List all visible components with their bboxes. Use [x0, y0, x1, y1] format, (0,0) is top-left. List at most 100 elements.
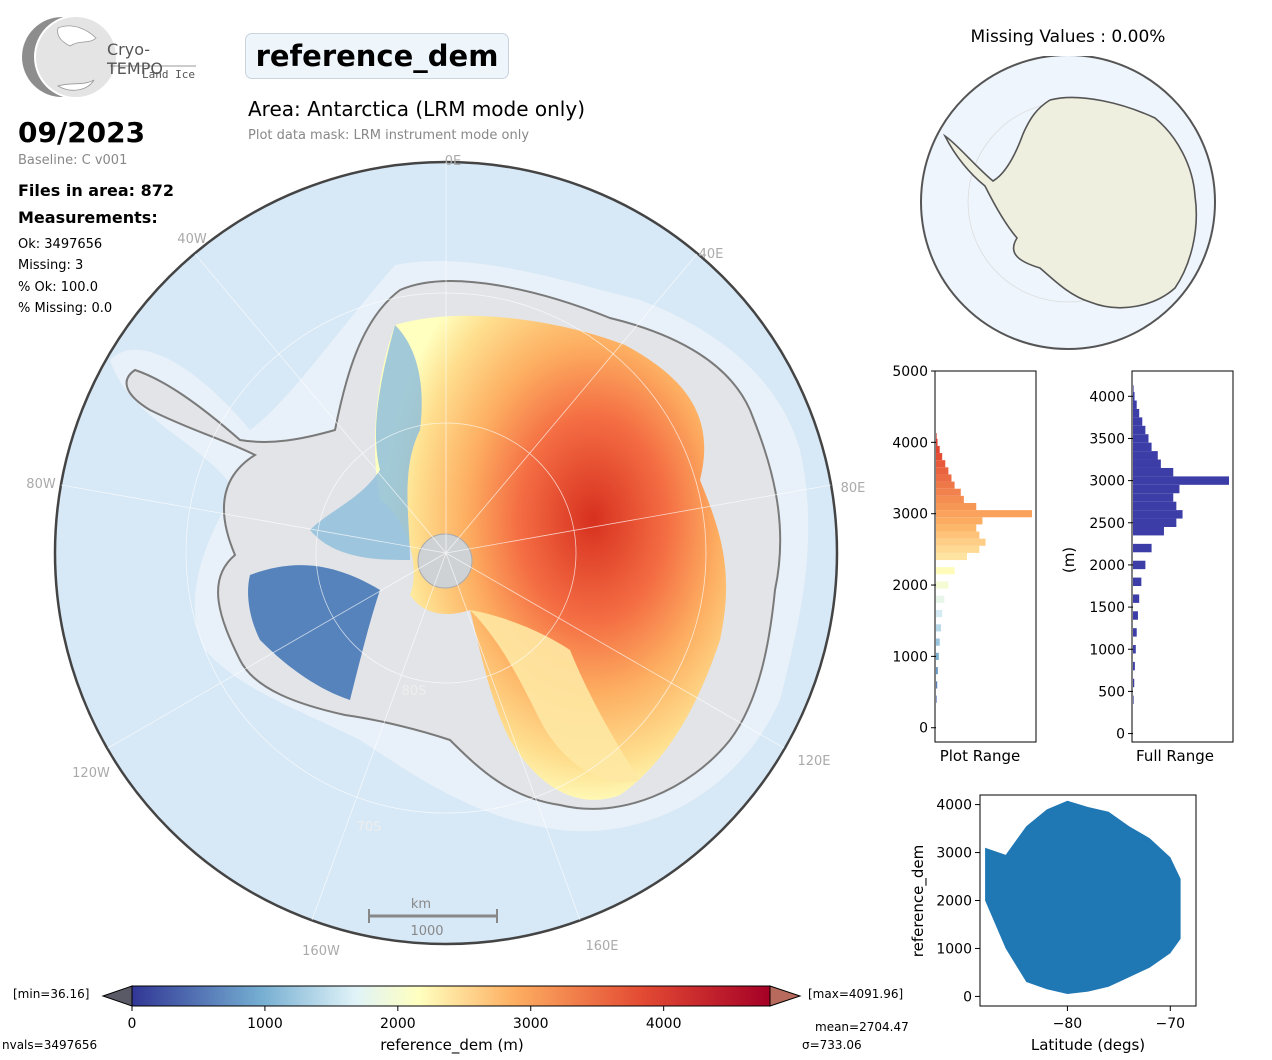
pct-ok: % Ok: 100.0	[18, 280, 98, 295]
colorbar-max-label: [max=4091.96]	[808, 987, 904, 1001]
histogram-bar	[1133, 543, 1152, 553]
main-map: 0E 40E 80E 120E 160E 160W 120W 80W 40W 8…	[26, 154, 866, 959]
scale-unit: km	[411, 897, 431, 912]
histogram-bar	[936, 610, 943, 618]
histogram-bar	[1133, 678, 1135, 688]
histogram-bar	[936, 474, 952, 482]
histogram-bar	[1133, 501, 1177, 511]
scatter-point-cloud	[985, 800, 1181, 994]
histogram-bar	[936, 581, 949, 589]
histogram-bar	[936, 681, 938, 689]
y-tick-label: 4000	[892, 435, 928, 451]
histogram-bar	[1133, 442, 1152, 452]
histogram-bar	[1133, 467, 1174, 477]
histogram-bar	[936, 481, 955, 489]
histogram-bar	[1133, 392, 1135, 401]
histogram-bar	[936, 695, 937, 703]
y-tick-label: 2000	[936, 894, 972, 910]
histogram-bar	[936, 595, 945, 603]
colorbar: 0 1000 2000 3000 4000 reference_dem (m)	[101, 985, 802, 1055]
parallel-label-70s: 70S	[357, 820, 382, 835]
files-count: Files in area: 872	[18, 181, 174, 200]
area-title: Area: Antarctica (LRM mode only)	[248, 97, 586, 121]
y-tick-label: 3500	[1089, 431, 1125, 447]
dem-coverage-coast	[310, 325, 422, 560]
histogram-bar	[1133, 476, 1229, 485]
histogram-bar	[936, 510, 1032, 518]
histogram-full-range: 0 500 1000 1500 2000 2500 3000 3500 4000 (m) Ful…	[1060, 370, 1234, 765]
histogram-bar	[1133, 408, 1140, 418]
inset-title: Missing Values : 0.00%	[970, 27, 1166, 47]
dem-coverage-core	[375, 315, 727, 800]
histogram-bar	[1133, 577, 1142, 587]
mean-stat: mean=2704.47	[815, 1020, 909, 1034]
dem-coverage-south	[470, 610, 640, 782]
histogram-plot-range: 0 1000 2000 3000 4000 5000 Plot Range	[892, 364, 1037, 765]
histogram-bar	[1133, 434, 1149, 443]
x-tick-label: −80	[1053, 1016, 1083, 1032]
colorbar-tick-label: 0	[128, 1016, 137, 1032]
dem-coverage-west	[248, 565, 380, 700]
logo: Cryo-TEMPO Land Ice	[18, 15, 200, 99]
y-tick-label: 2500	[1089, 516, 1125, 532]
meridian-label-120w: 120W	[72, 766, 110, 781]
histogram-bar	[936, 488, 961, 496]
scale-value: 1000	[410, 924, 443, 939]
colorbar-tick-label: 2000	[380, 1016, 416, 1032]
colorbar-tick-label: 4000	[646, 1016, 682, 1032]
measurements-heading: Measurements:	[18, 208, 158, 227]
y-tick-label: 500	[1098, 684, 1125, 700]
histogram-bar	[1133, 425, 1146, 435]
y-tick-label: 1000	[1089, 642, 1125, 658]
colorbar-extend-high	[769, 985, 802, 1007]
ok-count: Ok: 3497656	[18, 237, 103, 252]
histogram-bar	[1133, 493, 1174, 502]
meridian-label-80e: 80E	[841, 481, 866, 496]
y-tick-label: 2000	[892, 578, 928, 594]
y-tick-label: 2000	[1089, 558, 1125, 574]
product-title: reference_dem	[245, 33, 509, 79]
y-tick-label: 0	[919, 721, 928, 737]
histogram-bar	[936, 638, 940, 646]
histogram-bar	[1133, 645, 1136, 654]
meridian-label-40e: 40E	[699, 247, 724, 262]
histogram-bar	[936, 667, 938, 675]
y-tick-label: 5000	[892, 364, 928, 380]
baseline-label: Baseline: C v001	[18, 153, 128, 168]
logo-globe-icon	[22, 15, 196, 99]
y-tick-label: 1500	[1089, 600, 1125, 616]
colorbar-tick-label: 1000	[247, 1016, 283, 1032]
colorbar-min-label: [min=36.16]	[13, 987, 90, 1001]
histogram-bar	[936, 652, 939, 660]
histogram-bar	[936, 545, 980, 553]
y-tick-label: 4000	[1089, 389, 1125, 405]
pct-missing: % Missing: 0.0	[18, 301, 113, 316]
y-tick-label: 3000	[936, 846, 972, 862]
histogram-bar	[1133, 661, 1135, 671]
histogram-bar	[936, 453, 943, 461]
meridian-label-0e: 0E	[445, 154, 462, 169]
histogram-bar	[936, 467, 949, 475]
histogram-bar	[936, 624, 941, 632]
histogram-bar	[1133, 417, 1143, 426]
meridian-label-120e: 120E	[797, 754, 830, 769]
histogram-bar	[936, 495, 964, 503]
histogram-bar	[936, 567, 955, 575]
histogram-bar	[1133, 484, 1180, 494]
histogram-bar	[936, 433, 937, 441]
nvals-stat: nvals=3497656	[2, 1038, 98, 1052]
y-tick-label: 3000	[892, 507, 928, 523]
histogram-bar	[936, 538, 986, 546]
meridian-label-80w: 80W	[26, 477, 56, 492]
histogram-bar	[1133, 560, 1146, 570]
histogram-full-range-xlabel: Full Range	[1136, 747, 1214, 765]
histogram-bar	[1133, 594, 1140, 603]
histogram-bar	[1133, 695, 1134, 705]
meridian-label-160w: 160W	[302, 944, 340, 959]
histogram-bar	[936, 517, 983, 525]
colorbar-gradient	[131, 985, 771, 1007]
histogram-bar	[1133, 510, 1183, 519]
histogram-plot-range-xlabel: Plot Range	[940, 747, 1021, 765]
meridian-label-40w: 40W	[177, 232, 207, 247]
logo-name: Cryo-TEMPO	[107, 40, 163, 78]
